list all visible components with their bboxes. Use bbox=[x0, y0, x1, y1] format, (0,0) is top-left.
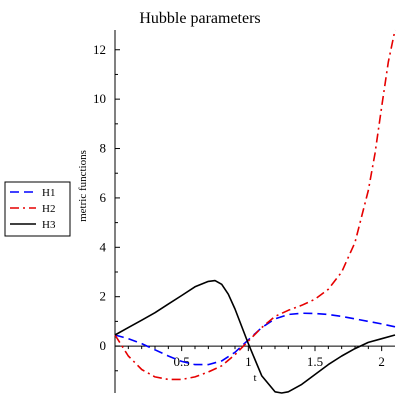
legend-label-h2: H2 bbox=[42, 203, 55, 215]
y-tick-label: 4 bbox=[100, 239, 107, 254]
y-axis-label: metric functions bbox=[77, 150, 89, 222]
series-line-h2 bbox=[114, 29, 396, 381]
legend-label-h3: H3 bbox=[42, 219, 56, 231]
y-tick-label: 0 bbox=[100, 338, 107, 353]
legend-label-h1: H1 bbox=[42, 187, 55, 199]
y-ticks: 0 2 4 6 8 10 12 bbox=[93, 42, 120, 372]
axes bbox=[114, 30, 395, 393]
x-tick-label: 1 bbox=[245, 354, 252, 369]
series-line-h3 bbox=[114, 279, 396, 394]
y-tick-label: 6 bbox=[100, 190, 107, 205]
y-tick-label: 10 bbox=[93, 91, 106, 106]
legend: H1 H2 H3 bbox=[4, 181, 71, 237]
legend-box bbox=[4, 181, 71, 237]
x-ticks: 0.5 1 1.5 2 bbox=[127, 346, 385, 369]
y-tick-label: 2 bbox=[100, 289, 107, 304]
x-tick-label: 2 bbox=[378, 354, 385, 369]
y-tick-label: 12 bbox=[93, 42, 106, 57]
x-axis-label: t bbox=[253, 372, 256, 384]
legend-entries: H1 H2 H3 bbox=[10, 187, 56, 231]
chart-title: Hubble parameters bbox=[139, 10, 260, 27]
series-line-h1 bbox=[114, 312, 396, 366]
series-layer bbox=[114, 29, 396, 394]
x-tick-label: 1.5 bbox=[307, 354, 323, 369]
y-tick-label: 8 bbox=[100, 141, 107, 156]
